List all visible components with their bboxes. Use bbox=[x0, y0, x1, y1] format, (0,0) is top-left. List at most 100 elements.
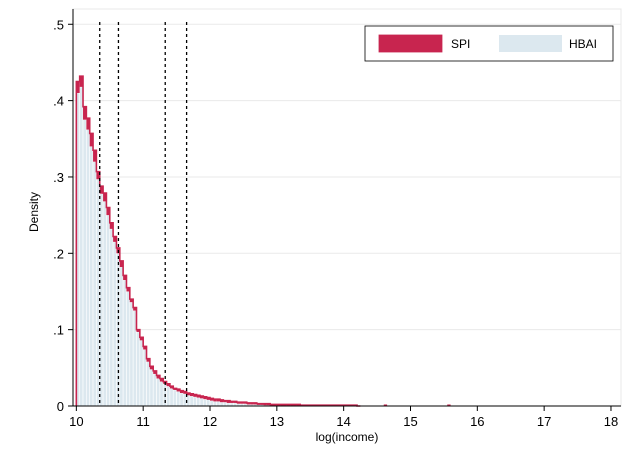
spi-bar bbox=[86, 118, 90, 130]
spi-bar bbox=[129, 299, 134, 303]
spi-bar bbox=[186, 393, 190, 396]
x-tick-label: 16 bbox=[470, 414, 484, 429]
hbai-bar bbox=[172, 389, 177, 407]
spi-bar bbox=[109, 222, 114, 229]
y-tick-label: 0 bbox=[57, 399, 64, 414]
legend-swatch-hbai bbox=[499, 35, 562, 52]
spi-bar bbox=[76, 81, 80, 93]
spi-bar bbox=[193, 394, 197, 397]
x-tick-label: 12 bbox=[203, 414, 217, 429]
spi-bar bbox=[153, 370, 157, 374]
spi-bar bbox=[93, 150, 97, 162]
axes bbox=[72, 9, 621, 407]
hbai-bar bbox=[179, 392, 184, 407]
hbai-bar bbox=[139, 340, 144, 407]
spi-bar bbox=[220, 399, 224, 403]
spi-bar bbox=[189, 393, 194, 397]
spi-bar bbox=[146, 358, 150, 362]
spi-bar bbox=[226, 400, 231, 403]
hbai-bar bbox=[156, 378, 161, 407]
hbai-bar bbox=[119, 266, 124, 407]
spi-bar bbox=[213, 399, 217, 402]
x-tick-label: 17 bbox=[537, 414, 551, 429]
spi-bar bbox=[383, 404, 388, 406]
spi-bar bbox=[139, 337, 144, 341]
hbai-bar bbox=[79, 86, 84, 407]
spi-bar bbox=[136, 329, 140, 332]
spi-bar bbox=[79, 76, 84, 87]
hbai-bar bbox=[196, 397, 201, 407]
hbai-bar bbox=[122, 279, 127, 407]
spi-bar bbox=[149, 366, 154, 370]
hbai-bar bbox=[199, 398, 204, 407]
hbai-bar bbox=[176, 391, 181, 407]
y-axis-ticks: 0 .1 .2 .3 .4 .5 bbox=[53, 17, 73, 414]
hbai-bar bbox=[159, 381, 164, 407]
spi-bar bbox=[216, 399, 221, 402]
hbai-bar bbox=[169, 388, 174, 407]
hbai-bar bbox=[109, 228, 114, 407]
legend-label-spi: SPI bbox=[451, 37, 470, 51]
hbai-bar bbox=[166, 385, 171, 407]
y-tick-label: .2 bbox=[53, 246, 64, 261]
spi-bar bbox=[159, 378, 164, 382]
hbai-bar bbox=[223, 401, 228, 407]
spi-bar bbox=[133, 307, 137, 311]
spi-bar bbox=[119, 260, 124, 268]
x-tick-label: 13 bbox=[270, 414, 284, 429]
hbai-bar bbox=[82, 119, 87, 407]
spi-outline bbox=[75, 75, 361, 407]
hbai-bar bbox=[112, 241, 117, 407]
hbai-bar bbox=[206, 399, 211, 407]
x-tick-label: 15 bbox=[403, 414, 417, 429]
hbai-bar bbox=[203, 398, 207, 407]
spi-bar bbox=[99, 186, 104, 194]
spi-bar bbox=[203, 396, 207, 400]
spi-bar bbox=[166, 383, 170, 387]
spi-bar bbox=[206, 397, 210, 400]
spi-bar bbox=[156, 375, 160, 379]
hbai-bar bbox=[216, 401, 221, 407]
hbai-bar bbox=[146, 361, 151, 407]
spi-bar bbox=[103, 192, 107, 202]
plot-area bbox=[72, 8, 622, 407]
y-tick-label: .4 bbox=[53, 94, 64, 109]
hbai-bar bbox=[136, 331, 141, 407]
spi-bar bbox=[176, 389, 180, 392]
spi-bar bbox=[196, 395, 200, 398]
hbai-bar bbox=[149, 369, 154, 407]
y-tick-label: .3 bbox=[53, 170, 64, 185]
hbai-bar bbox=[106, 214, 111, 407]
spi-bar bbox=[83, 106, 87, 120]
x-tick-label: 18 bbox=[604, 414, 618, 429]
legend: SPI HBAI bbox=[364, 25, 614, 62]
hbai-bar bbox=[219, 401, 224, 407]
legend-label-hbai: HBAI bbox=[569, 37, 597, 51]
spi-bar bbox=[106, 207, 110, 216]
y-tick-label: .5 bbox=[53, 17, 64, 32]
spi-bar bbox=[447, 404, 451, 406]
y-tick-label: .1 bbox=[53, 323, 64, 338]
spi-bar bbox=[179, 390, 184, 394]
spi-bar bbox=[126, 287, 130, 292]
spi-bar bbox=[113, 236, 117, 242]
hbai-bar bbox=[152, 373, 157, 407]
spi-bar bbox=[143, 346, 147, 350]
hbai-bar bbox=[126, 291, 131, 407]
grid-lines bbox=[73, 23, 621, 331]
spi-bar bbox=[89, 133, 94, 147]
legend-swatch-spi bbox=[378, 34, 443, 53]
spi-bar bbox=[96, 171, 100, 180]
hbai-bar bbox=[129, 301, 134, 407]
hbai-bar bbox=[102, 201, 107, 407]
spi-bar bbox=[183, 391, 187, 394]
x-axis-ticks: 10 11 12 13 14 15 16 17 18 bbox=[69, 406, 618, 429]
y-axis-title: Density bbox=[27, 192, 41, 232]
spi-bar bbox=[123, 275, 127, 281]
hbai-bar bbox=[213, 401, 217, 407]
hbai-bar bbox=[189, 395, 194, 407]
hbai-bar bbox=[92, 161, 97, 407]
reference-lines bbox=[99, 22, 188, 406]
x-tick-label: 14 bbox=[336, 414, 350, 429]
